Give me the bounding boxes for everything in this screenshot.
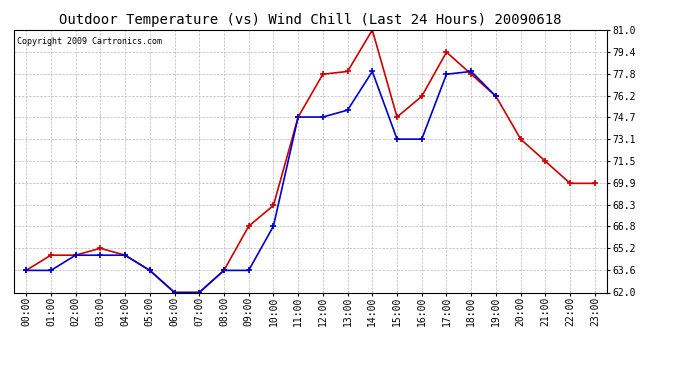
Text: Copyright 2009 Cartronics.com: Copyright 2009 Cartronics.com	[17, 37, 161, 46]
Title: Outdoor Temperature (vs) Wind Chill (Last 24 Hours) 20090618: Outdoor Temperature (vs) Wind Chill (Las…	[59, 13, 562, 27]
